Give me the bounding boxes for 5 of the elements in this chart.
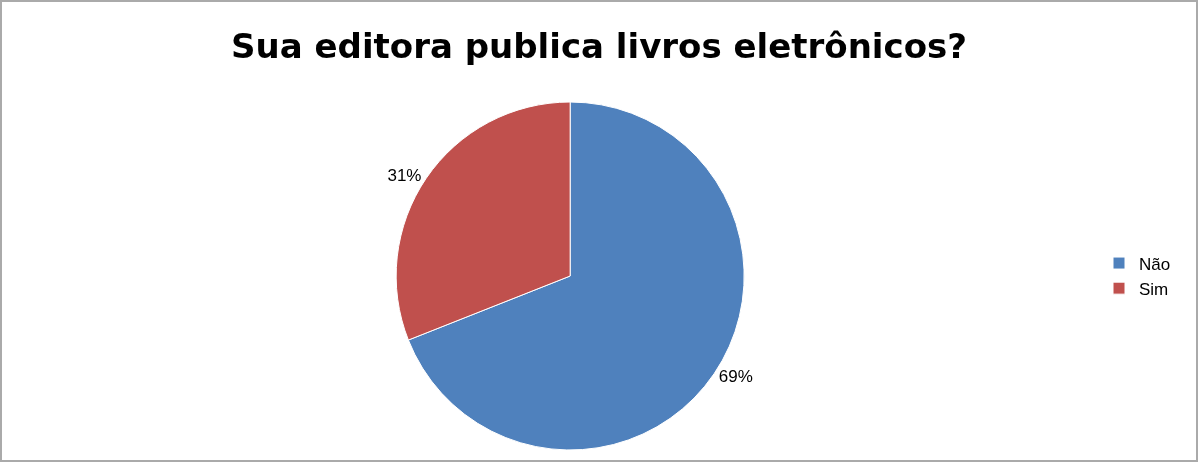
legend-label: Não — [1139, 254, 1171, 274]
legend-label: Sim — [1139, 279, 1169, 299]
data-label: 31% — [387, 165, 422, 185]
data-label: 69% — [718, 367, 753, 387]
chart-title: Sua editora publica livros eletrônicos? — [231, 25, 967, 66]
